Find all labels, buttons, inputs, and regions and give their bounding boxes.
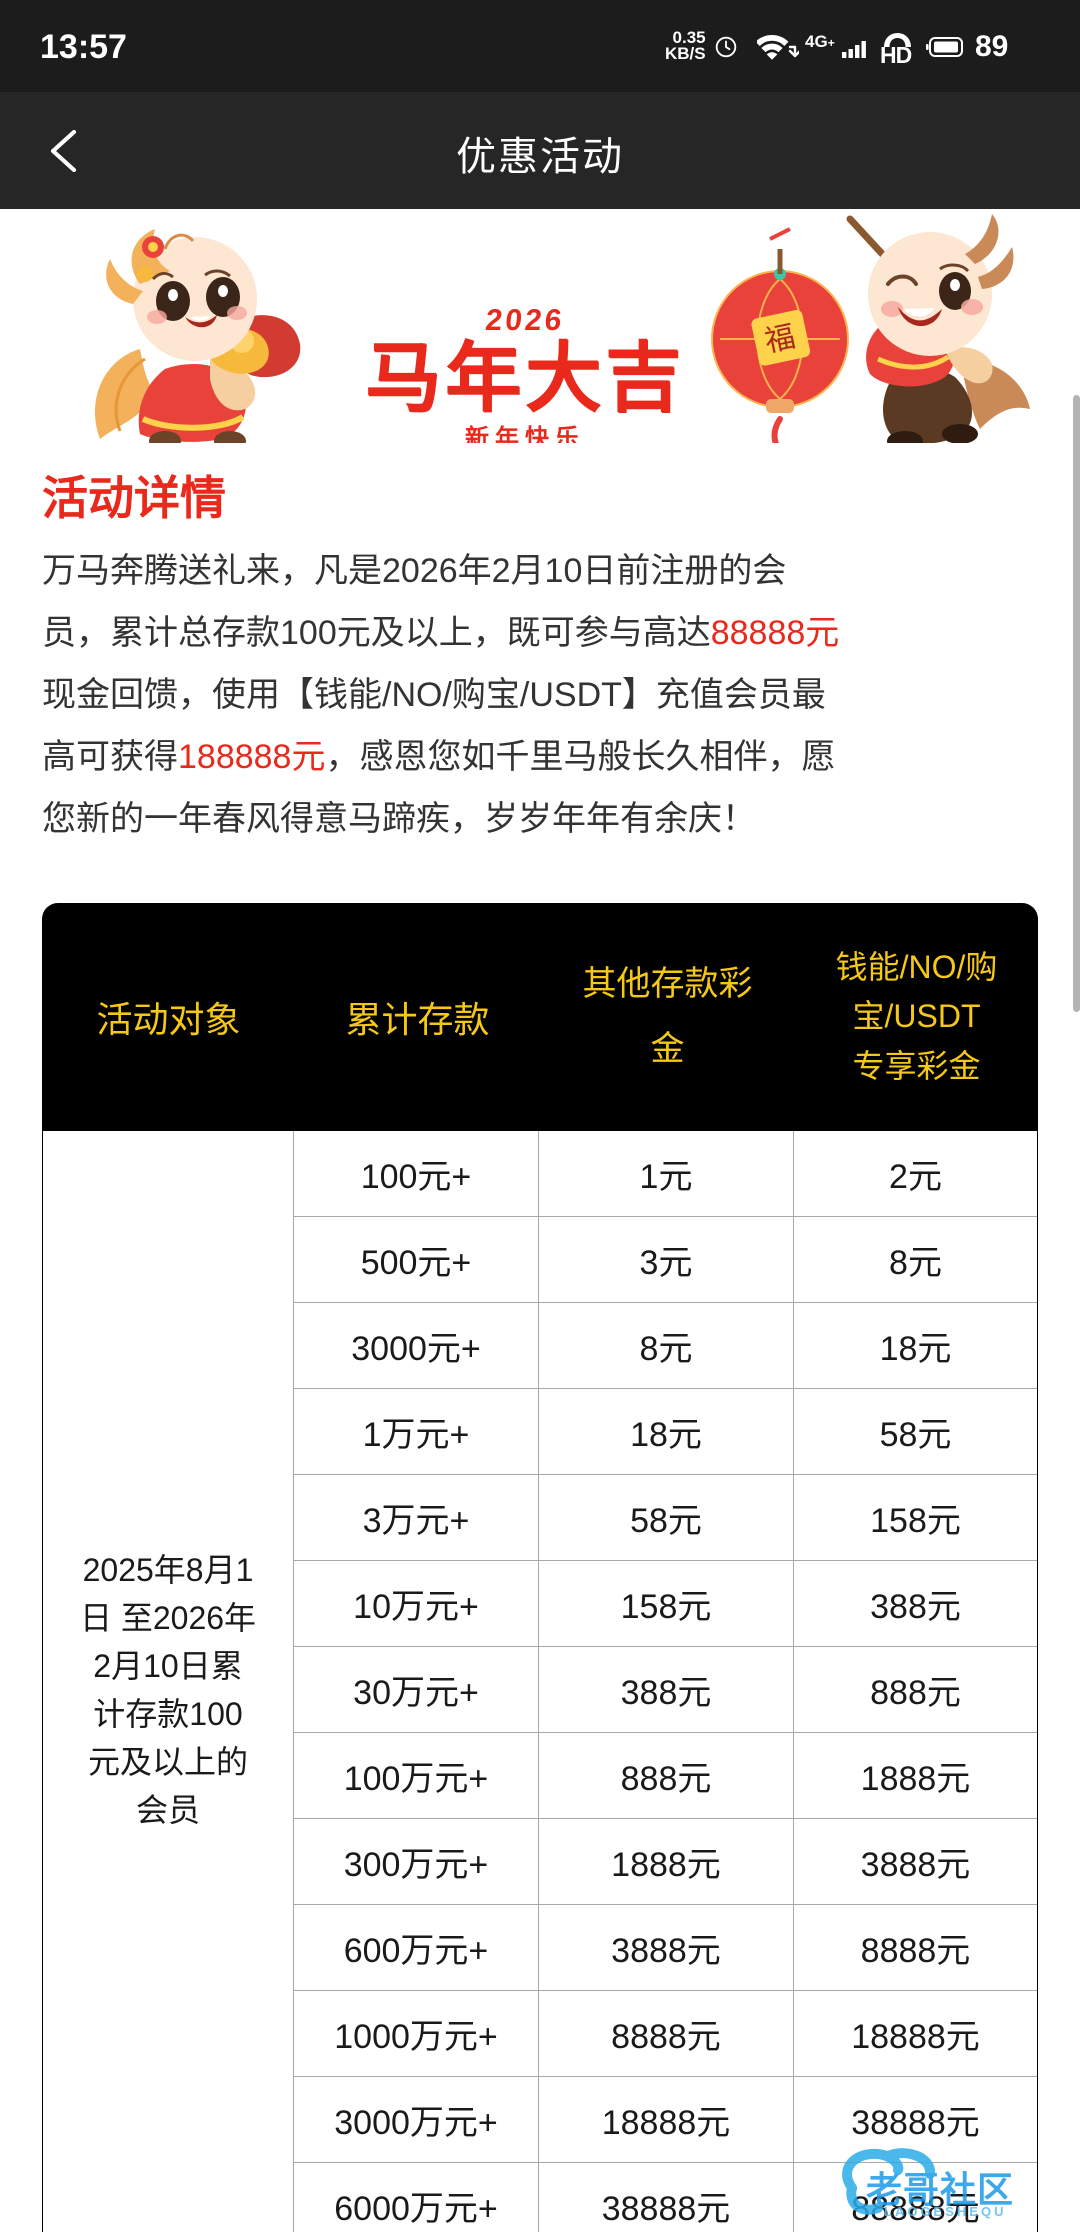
svg-text:HD: HD bbox=[880, 42, 912, 64]
